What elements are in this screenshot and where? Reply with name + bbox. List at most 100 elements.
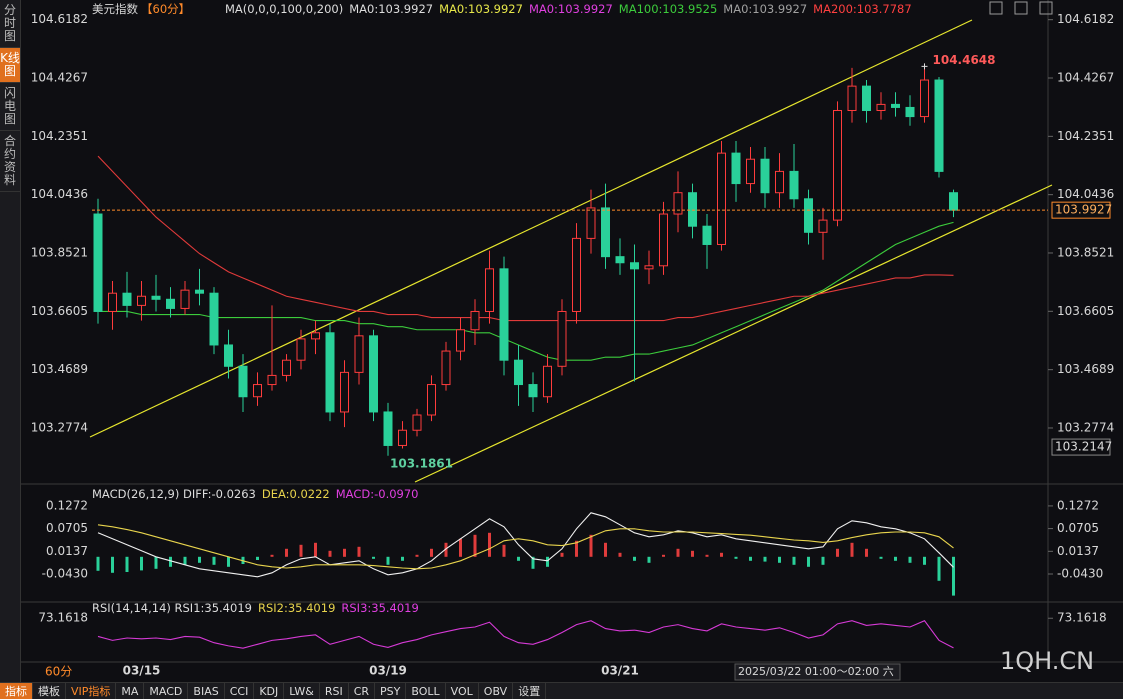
macd-bar xyxy=(415,554,419,557)
candle-body xyxy=(499,268,509,361)
legend-entry: DEA:0.0222 xyxy=(262,487,330,501)
close-icon[interactable] xyxy=(1039,1,1053,15)
side-tab[interactable]: 闪电图 xyxy=(0,83,20,131)
macd-bar xyxy=(894,556,897,561)
macd-bar xyxy=(937,556,941,581)
toolbar-tab[interactable]: CR xyxy=(349,683,376,699)
macd-bar xyxy=(154,556,158,569)
legend-entry: RSI3:35.4019 xyxy=(341,601,418,615)
y-tick-label: 104.6182 xyxy=(31,12,88,26)
candle-body xyxy=(209,292,219,346)
toolbar-tab[interactable]: BOLL xyxy=(406,683,446,699)
macd-bar xyxy=(372,556,375,559)
toolbar-tab[interactable]: RSI xyxy=(320,683,349,699)
y-tick-label: 103.4689 xyxy=(31,362,88,376)
y-tick-label: 103.6605 xyxy=(31,304,88,318)
candle-body xyxy=(659,213,668,267)
toolbar-tab[interactable]: BIAS xyxy=(188,683,225,699)
toolbar-tab[interactable]: VIP指标 xyxy=(66,683,117,699)
macd-bar xyxy=(444,542,448,557)
macd-bar xyxy=(111,556,114,573)
candle-body xyxy=(108,292,117,312)
y-tick-label: -0.0430 xyxy=(42,567,88,581)
candle-body xyxy=(296,338,306,361)
y-tick-label: 104.4267 xyxy=(31,70,88,84)
toolbar-tab[interactable]: LW& xyxy=(284,683,320,699)
side-tab[interactable]: 合约资料 xyxy=(0,131,20,192)
candle-body xyxy=(412,414,422,431)
toolbar-tab[interactable]: CCI xyxy=(225,683,255,699)
candle-body xyxy=(253,384,262,398)
candle-body xyxy=(398,429,407,446)
side-tab[interactable]: 分时图 xyxy=(0,0,20,48)
candle-body xyxy=(847,85,857,111)
window-icon[interactable] xyxy=(1014,1,1028,15)
toolbar-tab[interactable]: MA xyxy=(116,683,145,699)
macd-bar xyxy=(227,556,230,567)
legend-entry: MA0:103.9927 xyxy=(349,2,433,16)
macd-bar xyxy=(647,556,651,563)
candle-body xyxy=(775,170,784,194)
candle-body xyxy=(934,79,944,172)
y-tick-label: 0.0137 xyxy=(1057,544,1099,558)
candle-body xyxy=(644,265,654,270)
series-line xyxy=(97,512,954,578)
toolbar-tab[interactable]: MACD xyxy=(144,683,189,699)
toolbar-tab[interactable]: 指标 xyxy=(0,683,33,699)
side-tab[interactable]: K线图 xyxy=(0,48,20,83)
y-tick-label: 104.2351 xyxy=(31,129,88,143)
y-tick-label: 103.2774 xyxy=(1057,420,1114,434)
price-marker: 103.9927 xyxy=(1055,203,1112,217)
toolbar-tab[interactable]: KDJ xyxy=(254,683,285,699)
candle-body xyxy=(224,344,233,367)
legend-entry: MA(0,0,0,100,0,200) xyxy=(225,2,343,16)
candle-body xyxy=(688,192,697,227)
candle-body xyxy=(789,170,799,200)
toolbar-tab[interactable]: PSY xyxy=(375,683,407,699)
candle-body xyxy=(470,310,480,331)
macd-bar xyxy=(531,556,535,569)
macd-bar xyxy=(285,548,288,557)
candle-body xyxy=(267,374,277,386)
macd-bar xyxy=(879,556,883,559)
macd-bar xyxy=(749,556,752,561)
price-marker-box xyxy=(1051,438,1111,456)
macd-bar xyxy=(299,544,303,557)
window-icon[interactable] xyxy=(989,1,1003,15)
y-tick-label: 73.1618 xyxy=(38,611,88,625)
macd-bar xyxy=(662,554,665,557)
macd-bar xyxy=(357,546,361,557)
candle-body xyxy=(760,158,770,194)
toolbar-tab[interactable]: VOL xyxy=(446,683,479,699)
toolbar-tab[interactable]: 模板 xyxy=(33,683,66,699)
legend: MA(0,0,0,100,0,200) MA0:103.9927 MA0:103.9… xyxy=(225,2,912,16)
legend-entry: MA0:103.9927 xyxy=(723,2,807,16)
header: 美元指数 【60分】 xyxy=(92,2,190,16)
candle-body xyxy=(180,289,190,309)
macd-bar xyxy=(923,556,926,565)
macd-bar xyxy=(169,556,172,567)
macd-bar xyxy=(430,548,433,557)
candle-body xyxy=(528,384,538,398)
macd-bar xyxy=(270,554,274,557)
candle-body xyxy=(166,298,175,309)
candle-body xyxy=(572,237,581,312)
candle-body xyxy=(601,207,610,258)
max-pointer xyxy=(921,63,928,70)
candle-body xyxy=(630,262,639,270)
series-line xyxy=(97,155,954,322)
y-tick-label: 103.2774 xyxy=(31,420,88,434)
toolbar-tab[interactable]: 设置 xyxy=(513,683,547,699)
toolbar-tab[interactable]: OBV xyxy=(479,683,514,699)
y-tick-label: 103.6605 xyxy=(1057,304,1114,318)
legend-entry: MACD(26,12,9) DIFF:-0.0263 xyxy=(92,487,256,501)
candle-body xyxy=(383,411,393,446)
candle-body xyxy=(325,332,335,413)
macd-bar xyxy=(125,556,129,572)
candle-body xyxy=(920,79,929,118)
macd-bar xyxy=(763,556,767,562)
candle-body xyxy=(586,207,596,239)
time-label: 2025/03/22 01:00～02:00 六 xyxy=(738,665,894,678)
candle-body xyxy=(485,268,494,312)
